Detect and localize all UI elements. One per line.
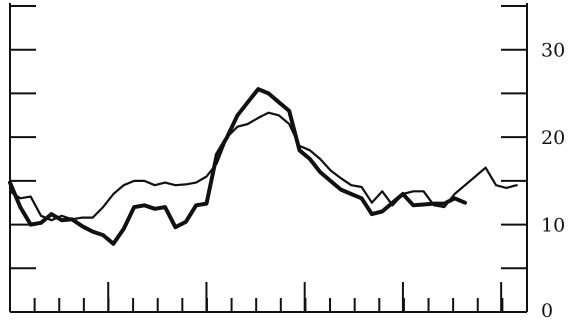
series-lines	[8, 87, 518, 246]
y-tick-label-3: 30	[541, 40, 565, 62]
series-line-0	[8, 87, 467, 246]
x-axis-ticks	[9, 282, 528, 312]
plot-frame	[9, 3, 528, 313]
y-axis-ticks	[10, 5, 527, 270]
y-tick-label-2: 20	[541, 127, 565, 149]
series-line-1	[8, 111, 518, 222]
y-axis-tick-labels: 0 10 20 30	[541, 40, 565, 322]
y-tick-label-1: 10	[541, 215, 565, 237]
y-tick-label-0: 0	[541, 300, 553, 322]
